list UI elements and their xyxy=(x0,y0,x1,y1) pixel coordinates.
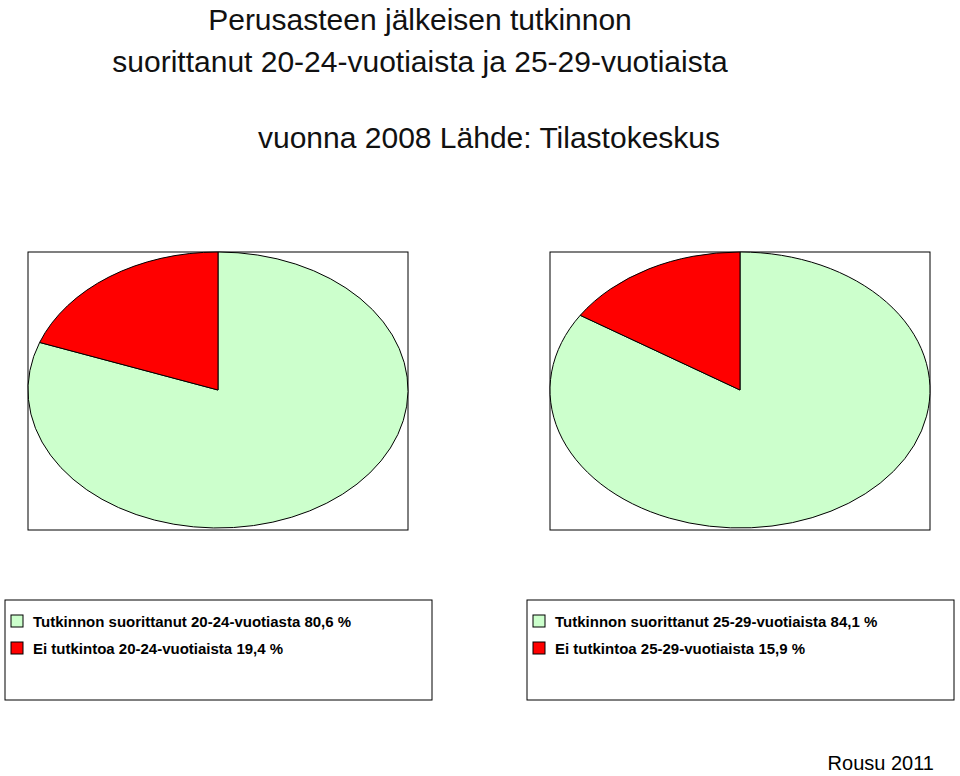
legend-label: Ei tutkintoa 20-24-vuotiaista xyxy=(33,640,233,657)
title: suorittanut 20-24-vuotiaista ja 25-29-vu… xyxy=(112,45,728,78)
plot-frame xyxy=(550,252,930,530)
pie xyxy=(28,252,408,528)
legend-swatch xyxy=(533,642,545,654)
chart-root: Perusasteen jälkeisen tutkinnon suorittan… xyxy=(0,0,960,776)
plot-frame xyxy=(28,252,408,530)
legend-entry: Tutkinnon suorittanut 20-24-vuotiasta 80… xyxy=(33,613,351,630)
legend-box xyxy=(5,600,432,700)
legend-value: 80,6 % xyxy=(300,613,351,630)
chart-panel: Tutkinnon suorittanut 20-24-vuotiasta 80… xyxy=(5,252,432,700)
legend-swatch xyxy=(533,615,545,627)
pie xyxy=(550,252,930,528)
legend-entry: Ei tutkintoa 20-24-vuotiaista 19,4 % xyxy=(33,640,283,657)
legend-value: 15,9 % xyxy=(754,640,805,657)
legend-box xyxy=(527,600,954,700)
pie-slice xyxy=(40,252,218,390)
legend-entry: Ei tutkintoa 25-29-vuotiaista 15,9 % xyxy=(555,640,805,657)
pie-slice xyxy=(550,252,930,528)
legend-label: Ei tutkintoa 25-29-vuotiaista xyxy=(555,640,755,657)
title: Perusasteen jälkeisen tutkinnon xyxy=(208,3,632,36)
subtitle: vuonna 2008 Lähde: Tilastokeskus xyxy=(258,121,720,154)
legend-value: 19,4 % xyxy=(232,640,283,657)
legend-label: Tutkinnon suorittanut 25-29-vuotiaista xyxy=(555,613,827,630)
legend-label: Tutkinnon suorittanut 20-24-vuotiasta xyxy=(33,613,301,630)
legend-value: 84,1 % xyxy=(826,613,877,630)
legend-swatch xyxy=(11,642,23,654)
legend: Tutkinnon suorittanut 20-24-vuotiasta 80… xyxy=(5,600,432,700)
legend-swatch xyxy=(11,615,23,627)
pie-slice xyxy=(28,252,408,528)
pie-slice xyxy=(580,252,740,390)
note: Rousu 2011 xyxy=(828,752,934,774)
chart-panel: Tutkinnon suorittanut 25-29-vuotiaista 8… xyxy=(527,252,954,700)
legend-entry: Tutkinnon suorittanut 25-29-vuotiaista 8… xyxy=(555,613,877,630)
legend: Tutkinnon suorittanut 25-29-vuotiaista 8… xyxy=(527,600,954,700)
